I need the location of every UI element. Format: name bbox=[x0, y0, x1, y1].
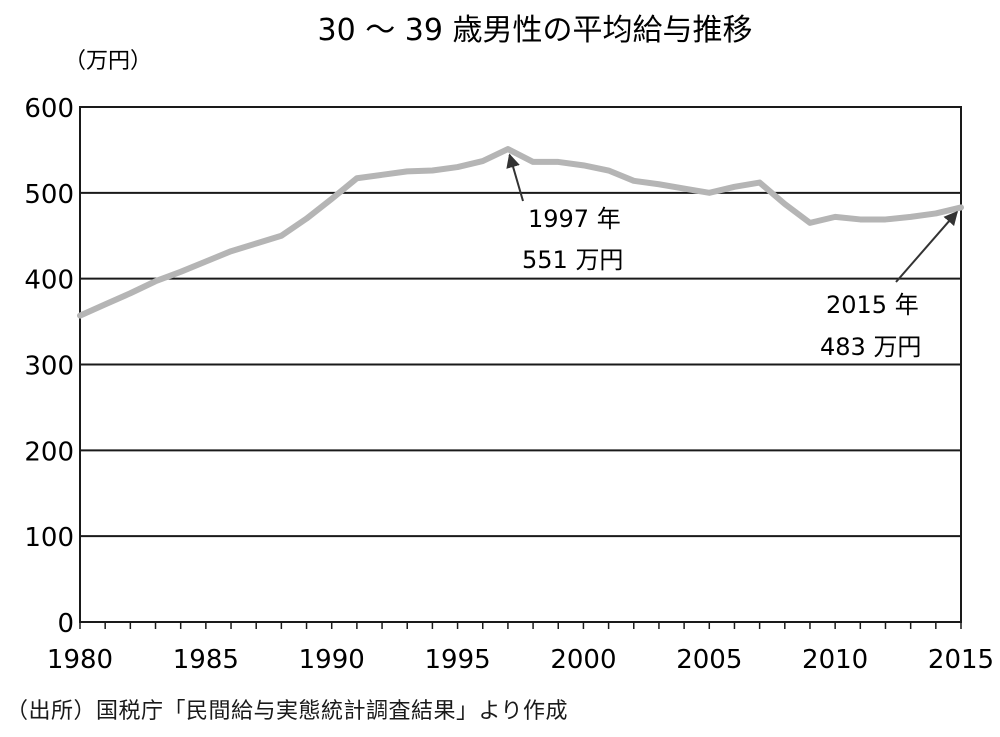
data-point-2003 bbox=[656, 182, 662, 187]
source-note: （出所）国税庁「民間給与実態統計調査結果」より作成 bbox=[6, 699, 569, 724]
x-tick-label: 2015 bbox=[928, 645, 994, 675]
x-tick-label: 1990 bbox=[299, 645, 365, 675]
data-point-2010 bbox=[832, 214, 838, 220]
data-point-1995 bbox=[455, 164, 460, 170]
y-tick-label: 600 bbox=[24, 94, 74, 124]
y-axis-unit: （万円） bbox=[64, 49, 152, 74]
data-point-2008 bbox=[782, 201, 787, 207]
y-tick-label: 200 bbox=[24, 437, 74, 467]
data-point-1982 bbox=[128, 291, 133, 296]
data-point-1999 bbox=[556, 159, 561, 165]
data-point-1981 bbox=[102, 302, 108, 307]
y-tick-labels: 0 100 200 300 400 500 600 bbox=[24, 94, 74, 639]
data-point-1996 bbox=[480, 158, 485, 164]
data-point-1987 bbox=[254, 241, 259, 246]
data-point-1993 bbox=[405, 169, 410, 174]
data-point-2000 bbox=[581, 163, 586, 168]
x-tick-label: 2000 bbox=[550, 645, 616, 675]
data-point-2007 bbox=[757, 180, 762, 185]
data-point-2011 bbox=[858, 217, 863, 222]
data-point-1988 bbox=[279, 233, 284, 238]
data-point-2014 bbox=[933, 211, 939, 216]
data-point-1989 bbox=[304, 216, 309, 221]
x-tick-label: 1985 bbox=[173, 645, 239, 675]
data-point-2006 bbox=[732, 184, 737, 190]
line-chart: 30 ～ 39 歳男性の平均給与推移 （万円） 0 100 200 300 400 500… bbox=[24, 13, 994, 675]
data-point-1990 bbox=[329, 196, 334, 202]
x-tick-label: 2010 bbox=[802, 645, 868, 675]
data-point-2015 bbox=[958, 205, 964, 210]
data-point-1983 bbox=[153, 279, 158, 284]
data-point-1986 bbox=[228, 249, 234, 254]
series-line bbox=[77, 146, 964, 319]
annotation-1997-value: 551 万円 bbox=[522, 246, 623, 274]
data-point-1994 bbox=[430, 168, 435, 173]
annotation-1997-year: 1997 年 bbox=[528, 205, 621, 233]
y-tick-label: 400 bbox=[24, 266, 74, 296]
chart-title: 30 ～ 39 歳男性の平均給与推移 bbox=[318, 13, 753, 48]
x-tick-label: 1980 bbox=[47, 645, 113, 675]
y-tick-label: 300 bbox=[24, 352, 74, 382]
annotation-2015-year: 2015 年 bbox=[826, 291, 919, 319]
y-tick-label: 100 bbox=[24, 523, 74, 553]
data-point-1984 bbox=[178, 269, 183, 274]
series-points bbox=[77, 146, 964, 318]
plot-area bbox=[79, 106, 962, 623]
annotation-2015-value: 483 万円 bbox=[820, 333, 921, 361]
data-point-1998 bbox=[530, 159, 536, 165]
x-tick-label: 2005 bbox=[676, 645, 742, 675]
y-tick-label: 0 bbox=[57, 609, 74, 639]
y-tick-label: 500 bbox=[24, 180, 74, 210]
data-point-2005 bbox=[707, 190, 712, 196]
data-point-2004 bbox=[681, 186, 687, 191]
gridlines bbox=[80, 106, 961, 623]
x-tick-labels: 1980 1985 1990 1995 2000 2005 2010 2015 bbox=[47, 645, 994, 675]
x-tick-label: 1995 bbox=[424, 645, 490, 675]
annotation-arrow-2015 bbox=[895, 210, 958, 283]
data-point-1992 bbox=[379, 172, 385, 178]
data-point-2009 bbox=[807, 220, 813, 226]
data-point-2012 bbox=[883, 217, 888, 222]
data-point-2002 bbox=[631, 178, 636, 184]
annotation-arrow-1997 bbox=[506, 153, 524, 202]
data-point-2001 bbox=[606, 168, 611, 173]
x-tick-marks bbox=[79, 622, 962, 629]
data-point-1980 bbox=[77, 313, 83, 318]
data-point-1997 bbox=[505, 146, 511, 152]
data-point-2013 bbox=[908, 214, 913, 220]
data-point-1991 bbox=[354, 176, 360, 181]
data-point-1985 bbox=[203, 259, 209, 264]
